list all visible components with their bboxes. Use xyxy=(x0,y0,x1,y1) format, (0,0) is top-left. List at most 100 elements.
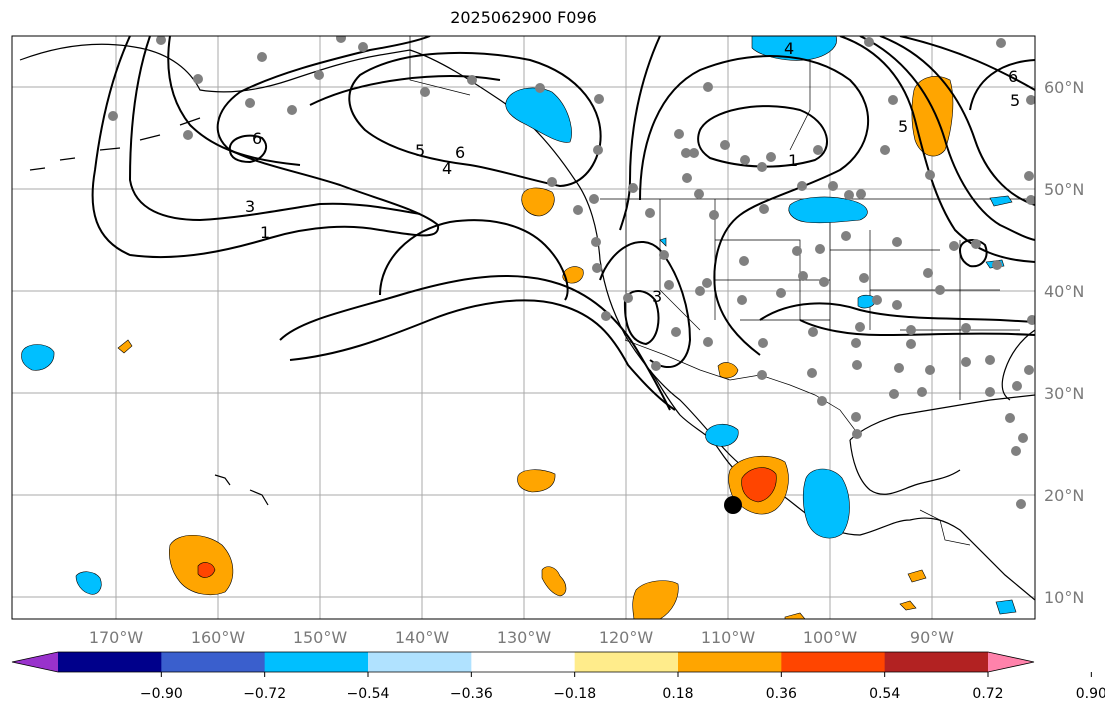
station-dot xyxy=(592,263,602,273)
station-dot xyxy=(798,271,808,281)
colorbar-segment xyxy=(884,652,989,672)
station-dot xyxy=(193,74,203,84)
lon-label: 100°W xyxy=(803,628,858,647)
station-dot xyxy=(961,357,971,367)
station-dot xyxy=(1011,446,1021,456)
station-dot xyxy=(682,173,692,183)
colorbar-segment xyxy=(678,652,782,672)
lat-label: 40°N xyxy=(1044,282,1084,301)
station-dot xyxy=(949,241,959,251)
lat-label: 60°N xyxy=(1044,78,1084,97)
station-dot xyxy=(257,52,267,62)
lon-label: 120°W xyxy=(599,628,654,647)
station-dot xyxy=(183,130,193,140)
station-dot xyxy=(925,365,935,375)
station-dot xyxy=(689,148,699,158)
lon-label: 170°W xyxy=(89,628,144,647)
station-dot xyxy=(851,338,861,348)
colorbar-tick-label: −0.72 xyxy=(243,686,286,702)
station-markers xyxy=(108,36,1035,509)
station-dot xyxy=(674,129,684,139)
station-dot xyxy=(108,111,118,121)
station-dot xyxy=(1027,315,1035,325)
station-dot xyxy=(852,360,862,370)
lon-label: 150°W xyxy=(293,628,348,647)
station-dot xyxy=(855,322,865,332)
station-dot xyxy=(1016,499,1026,509)
colorbar-tick-label: −0.54 xyxy=(347,686,390,702)
station-dot xyxy=(594,94,604,104)
station-dot xyxy=(702,278,712,288)
positive-anomaly-regions xyxy=(117,76,954,619)
colorbar-segment xyxy=(58,652,162,672)
station-dot xyxy=(703,82,713,92)
station-dot xyxy=(889,389,899,399)
lon-label: 90°W xyxy=(910,628,954,647)
station-dot xyxy=(659,250,669,260)
station-dot xyxy=(996,38,1006,48)
contour-label: 3 xyxy=(652,287,662,306)
station-dot xyxy=(681,148,691,158)
station-dot xyxy=(1024,365,1034,375)
station-dot xyxy=(740,155,750,165)
latitude-labels: 60°N 50°N 40°N 30°N 20°N 10°N xyxy=(1044,78,1084,607)
station-dot xyxy=(851,412,861,422)
colorbar-extend-max xyxy=(988,652,1034,672)
station-dot xyxy=(245,98,255,108)
station-dot xyxy=(892,300,902,310)
map-border xyxy=(11,35,1036,620)
station-dot xyxy=(709,210,719,220)
station-dot xyxy=(985,355,995,365)
storm-position-marker xyxy=(724,496,742,514)
station-dot xyxy=(888,95,898,105)
contour-lines xyxy=(91,36,1035,411)
station-dot xyxy=(573,205,583,215)
contour-label: 5 xyxy=(415,141,425,160)
contour-labels: 6 3 1 5 6 4 4 1 3 6 5 5 xyxy=(245,39,1020,306)
colorbar-tick-label: −0.90 xyxy=(140,686,183,702)
station-dot xyxy=(841,231,851,241)
station-dot xyxy=(759,204,769,214)
station-dot xyxy=(420,87,430,97)
station-dot xyxy=(971,239,981,249)
station-dot xyxy=(807,368,817,378)
lon-label: 110°W xyxy=(701,628,756,647)
station-dot xyxy=(757,370,767,380)
station-dot xyxy=(828,181,838,191)
station-dot xyxy=(917,387,927,397)
station-dot xyxy=(358,42,368,52)
station-dot xyxy=(757,162,767,172)
station-dot xyxy=(156,36,166,45)
colorbar-outline xyxy=(11,651,1035,673)
station-dot xyxy=(872,295,882,305)
station-dot xyxy=(314,70,324,80)
station-dot xyxy=(880,145,890,155)
station-dot xyxy=(792,246,802,256)
map-title: 2025062900 F096 xyxy=(450,8,597,27)
station-dot xyxy=(813,145,823,155)
colorbar-extend-min xyxy=(12,652,58,672)
station-dot xyxy=(1005,413,1015,423)
colorbar-segment xyxy=(781,652,886,672)
station-dot xyxy=(817,396,827,406)
longitude-labels: 170°W 160°W 150°W 140°W 130°W 120°W 110°… xyxy=(89,628,954,647)
station-dot xyxy=(859,273,869,283)
station-dot xyxy=(844,190,854,200)
station-dot xyxy=(591,237,601,247)
station-dot xyxy=(906,325,916,335)
station-dot xyxy=(985,387,995,397)
station-dot xyxy=(720,140,730,150)
lat-label: 20°N xyxy=(1044,486,1084,505)
contour-label: 5 xyxy=(898,117,908,136)
lon-label: 140°W xyxy=(395,628,450,647)
contour-label: 3 xyxy=(245,197,255,216)
station-dot xyxy=(467,75,477,85)
station-dot xyxy=(776,288,786,298)
colorbar-tick-label: −0.36 xyxy=(450,686,493,702)
station-dot xyxy=(864,37,874,47)
station-dot xyxy=(623,293,633,303)
contour-label: 6 xyxy=(455,143,465,162)
station-dot xyxy=(671,327,681,337)
station-dot xyxy=(739,256,749,266)
